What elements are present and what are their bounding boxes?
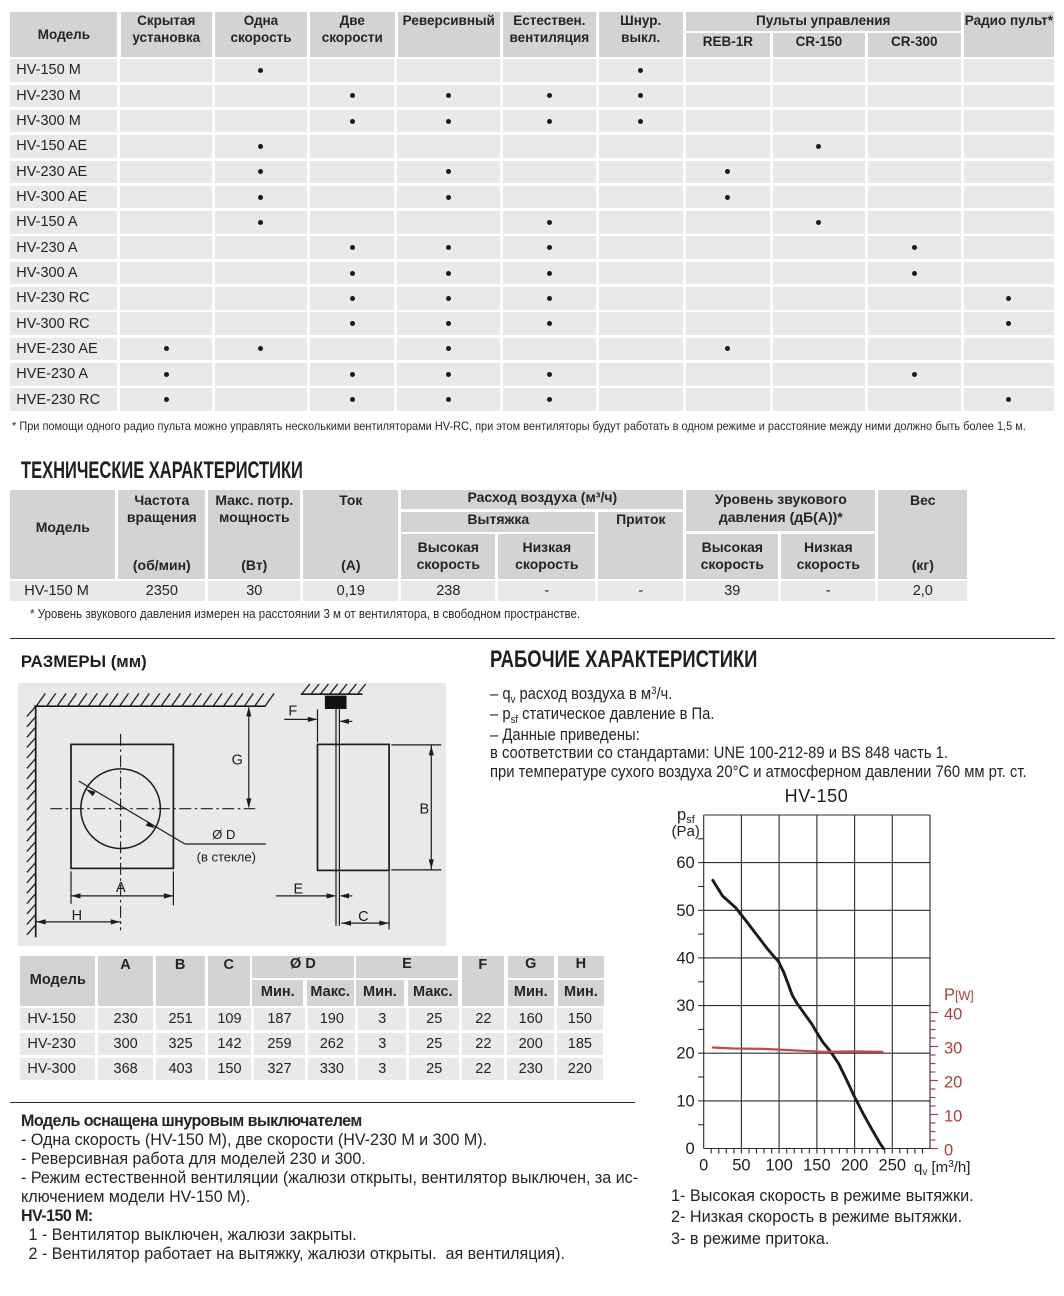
svg-text:40: 40 (944, 1006, 962, 1024)
svg-text:(в стекле): (в стекле) (196, 849, 255, 864)
svg-text:50: 50 (732, 1157, 750, 1175)
svg-text:C: C (358, 908, 368, 924)
svg-text:20: 20 (676, 1045, 694, 1063)
svg-text:100: 100 (765, 1157, 793, 1175)
svg-text:10: 10 (944, 1108, 962, 1126)
svg-text:200: 200 (841, 1157, 869, 1175)
svg-text:A: A (116, 879, 126, 895)
svg-text:P[W]: P[W] (944, 986, 974, 1004)
svg-text:0: 0 (699, 1157, 708, 1175)
svg-text:qv [m3/h]: qv [m3/h] (914, 1159, 970, 1178)
svg-text:E: E (293, 881, 303, 897)
svg-text:30: 30 (676, 997, 694, 1015)
svg-text:150: 150 (803, 1157, 831, 1175)
svg-text:Ø D: Ø D (212, 826, 235, 841)
svg-text:0: 0 (686, 1140, 695, 1158)
svg-text:40: 40 (676, 949, 694, 967)
svg-text:20: 20 (944, 1074, 962, 1092)
svg-text:(Pa): (Pa) (672, 823, 700, 840)
svg-text:B: B (419, 801, 429, 817)
svg-text:250: 250 (879, 1157, 907, 1175)
svg-text:G: G (231, 752, 242, 768)
svg-text:H: H (71, 907, 81, 923)
svg-text:F: F (288, 703, 297, 719)
svg-text:50: 50 (676, 902, 694, 920)
svg-text:60: 60 (676, 854, 694, 872)
svg-text:30: 30 (944, 1040, 962, 1058)
svg-text:HV-150: HV-150 (785, 786, 849, 806)
svg-text:10: 10 (676, 1092, 694, 1110)
svg-text:0: 0 (944, 1142, 953, 1160)
